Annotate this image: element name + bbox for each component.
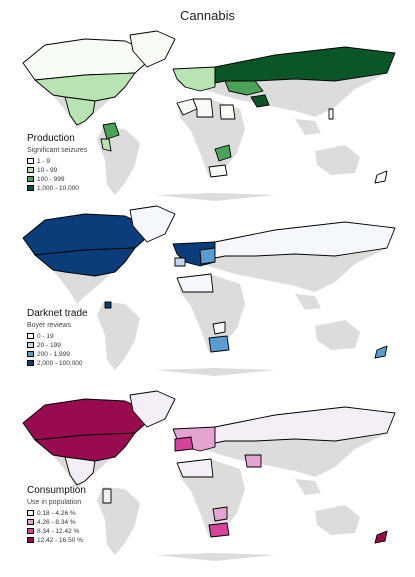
- darknet-spain: [174, 257, 186, 267]
- consumption-spain-france: [174, 436, 194, 452]
- legend-swatch: [27, 519, 34, 525]
- legend-heading: Production: [27, 133, 75, 144]
- legend-item: 10 - 99: [27, 166, 167, 174]
- legend-swatch: [27, 333, 34, 339]
- production-legend: Production Significant seizures 1 - 9 10…: [27, 133, 167, 193]
- production-egypt: [219, 104, 236, 120]
- darknet-eastern-europe: [199, 247, 216, 265]
- consumption-world-map: [22, 390, 396, 561]
- legend-swatch: [27, 176, 34, 182]
- legend-subheading: Buyer reviews: [27, 322, 71, 329]
- production-world-map: [22, 30, 396, 201]
- legend-subheading: Use in population: [27, 499, 82, 506]
- production-afghanistan: [250, 94, 270, 108]
- legend-label: 1 - 9: [37, 157, 51, 165]
- legend-label: 0 - 19: [37, 332, 54, 340]
- darknet-greenland: [129, 205, 176, 243]
- figure-title: Cannabis: [180, 8, 235, 23]
- legend-swatch: [27, 528, 34, 534]
- production-russia: [214, 46, 396, 84]
- consumption-zambia: [212, 506, 228, 522]
- legend-swatch: [27, 158, 34, 164]
- production-usa: [34, 72, 136, 102]
- legend-swatch: [27, 167, 34, 173]
- legend-item: 12.42 - 16.50 %: [27, 536, 167, 544]
- darknet-world-map: [22, 205, 396, 376]
- legend-swatch: [27, 510, 34, 516]
- legend-swatch: [27, 342, 34, 348]
- legend-item: 8.34 - 12.42 %: [27, 527, 167, 535]
- legend-label: 10 - 99: [37, 166, 58, 174]
- production-map-panel: Production Significant seizures 1 - 9 10…: [15, 25, 405, 205]
- consumption-legend: Consumption Use in population 0.18 - 4.2…: [27, 485, 167, 545]
- darknet-russia: [214, 221, 396, 259]
- legend-label: 200 - 1,999: [37, 350, 70, 358]
- highlighted-countries: [22, 390, 396, 544]
- production-peru: [100, 138, 112, 152]
- legend-item: 0 - 19: [27, 332, 167, 340]
- consumption-iran: [244, 454, 262, 468]
- darknet-map-panel: Darknet trade Buyer reviews 0 - 19 20 - …: [15, 200, 405, 380]
- darknet-south-africa: [208, 335, 230, 353]
- legend-label: 8.34 - 12.42 %: [37, 527, 80, 535]
- legend-item: 20 - 199: [27, 341, 167, 349]
- legend-heading: Consumption: [27, 485, 86, 496]
- legend-item: 4.26 - 8.34 %: [27, 518, 167, 526]
- legend-item: 100 - 999: [27, 175, 167, 183]
- legend-label: 1,000 - 10,000: [37, 184, 79, 192]
- legend-label: 100 - 999: [37, 175, 65, 183]
- consumption-greenland: [129, 390, 176, 428]
- legend-swatch: [27, 185, 34, 191]
- darknet-colombia: [104, 301, 112, 309]
- darknet-usa: [34, 247, 136, 277]
- legend-item: 200 - 1,999: [27, 350, 167, 358]
- legend-swatch: [27, 537, 34, 543]
- highlighted-countries: [22, 205, 396, 359]
- highlighted-countries: [22, 30, 396, 184]
- consumption-south-africa: [208, 522, 230, 538]
- consumption-map-panel: Consumption Use in population 0.18 - 4.2…: [15, 385, 405, 565]
- darknet-new-zealand: [374, 345, 388, 359]
- legend-swatch: [27, 351, 34, 357]
- legend-item: 0.18 - 4.26 %: [27, 509, 167, 517]
- legend-heading: Darknet trade: [27, 308, 88, 319]
- production-new-zealand: [374, 170, 388, 184]
- production-europe: [172, 66, 216, 92]
- consumption-russia: [214, 406, 396, 444]
- production-mexico: [64, 96, 96, 126]
- production-south-africa: [208, 164, 228, 178]
- production-greenland: [129, 30, 176, 68]
- legend-label: 2,000 - 100,000: [37, 359, 83, 367]
- production-malawi-zambia: [214, 144, 232, 162]
- legend-label: 0.18 - 4.26 %: [37, 509, 76, 517]
- darknet-zambia: [212, 321, 226, 335]
- darknet-north-africa: [176, 273, 214, 293]
- production-algeria: [192, 98, 214, 118]
- legend-swatch: [27, 360, 34, 366]
- production-kazakhstan: [224, 80, 264, 96]
- legend-label: 20 - 199: [37, 341, 61, 349]
- consumption-usa: [34, 432, 136, 462]
- legend-label: 4.26 - 8.34 %: [37, 518, 76, 526]
- consumption-north-africa: [176, 458, 214, 478]
- consumption-south-america: [102, 488, 112, 504]
- legend-item: 1,000 - 10,000: [27, 184, 167, 192]
- darknet-legend: Darknet trade Buyer reviews 0 - 19 20 - …: [27, 308, 167, 368]
- legend-item: 1 - 9: [27, 157, 167, 165]
- production-colombia: [102, 122, 120, 140]
- production-philippines: [328, 108, 334, 120]
- consumption-new-zealand: [374, 530, 388, 544]
- legend-label: 12.42 - 16.50 %: [37, 536, 83, 544]
- consumption-mexico: [64, 456, 96, 486]
- legend-item: 2,000 - 100,000: [27, 359, 167, 367]
- legend-subheading: Significant seizures: [27, 147, 88, 154]
